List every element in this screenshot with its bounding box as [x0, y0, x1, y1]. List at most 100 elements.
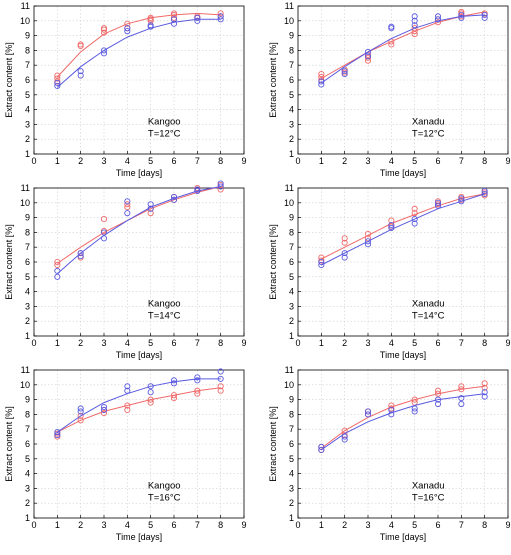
y-axis-label: Extract content [%] [4, 42, 14, 118]
y-tick-label: 1 [25, 513, 30, 523]
data-point-red [411, 25, 418, 32]
y-tick-label: 11 [21, 1, 30, 11]
data-point-blue [364, 53, 372, 60]
data-point-red [341, 239, 348, 246]
data-point-blue [54, 267, 61, 274]
y-tick-label: 10 [284, 380, 294, 390]
y-tick-label: 1 [289, 331, 294, 341]
data-point-blue [364, 411, 372, 418]
x-tick-label: 1 [319, 338, 324, 348]
y-tick-label: 9 [289, 213, 294, 223]
data-point-blue [411, 17, 418, 24]
y-tick-label: 4 [25, 105, 30, 115]
data-point-red [147, 210, 154, 217]
data-point-red [194, 387, 201, 394]
data-point-red [388, 402, 395, 409]
x-tick-label: 7 [459, 338, 464, 348]
data-point-blue [194, 377, 201, 384]
y-tick-label: 6 [289, 75, 294, 85]
temperature-label: T=14°C [412, 310, 445, 321]
x-tick-label: 7 [459, 520, 464, 530]
data-point-blue [170, 20, 178, 27]
data-point-blue [458, 395, 465, 402]
data-point-red [124, 204, 131, 211]
y-tick-label: 1 [289, 513, 294, 523]
data-point-blue [124, 28, 131, 35]
data-point-red [388, 41, 395, 48]
cultivar-label: Kangoo [148, 298, 181, 309]
data-point-blue [318, 446, 325, 453]
y-tick-label: 4 [289, 105, 294, 115]
x-tick-label: 7 [195, 520, 200, 530]
data-point-red [54, 72, 61, 79]
x-tick-label: 8 [218, 156, 223, 166]
data-point-blue [147, 22, 154, 29]
data-point-red [434, 390, 442, 397]
data-point-red [54, 261, 61, 269]
x-axis-label: Time [days] [116, 532, 162, 542]
data-point-blue [481, 14, 488, 21]
data-point-blue [481, 190, 488, 197]
x-tick-label: 7 [195, 338, 200, 348]
data-point-blue [54, 79, 61, 87]
y-tick-label: 9 [25, 395, 30, 405]
data-point-red [54, 258, 61, 266]
data-point-red [434, 19, 442, 26]
data-point-blue [54, 432, 61, 439]
x-tick-label: 2 [342, 156, 347, 166]
x-tick-label: 6 [435, 156, 440, 166]
data-point-blue [194, 14, 201, 21]
x-tick-label: 1 [55, 156, 60, 166]
y-tick-label: 3 [289, 483, 294, 493]
x-tick-label: 8 [482, 156, 487, 166]
data-point-red [124, 402, 131, 409]
data-point-blue [481, 389, 488, 396]
data-point-red [217, 10, 224, 17]
x-axis-label: Time [days] [116, 350, 162, 360]
y-tick-label: 3 [25, 301, 30, 311]
y-tick-label: 9 [289, 395, 294, 405]
data-point-blue [411, 216, 418, 223]
x-tick-label: 3 [101, 520, 106, 530]
y-tick-label: 6 [25, 75, 30, 85]
fit-curve-red [320, 385, 485, 449]
data-point-blue [364, 241, 372, 248]
x-tick-label: 8 [218, 520, 223, 530]
y-tick-label: 4 [289, 287, 294, 297]
x-tick-label: 0 [31, 156, 36, 166]
x-tick-label: 1 [55, 338, 60, 348]
x-tick-label: 2 [78, 156, 83, 166]
data-point-blue [388, 406, 395, 414]
temperature-label: T=16°C [412, 492, 445, 503]
data-point-blue [100, 229, 108, 236]
data-point-blue [341, 254, 348, 261]
data-point-blue [124, 383, 131, 390]
data-point-red [411, 210, 418, 217]
data-point-blue [217, 180, 224, 187]
data-point-blue [54, 273, 61, 280]
y-tick-label: 4 [289, 469, 294, 479]
y-tick-label: 6 [289, 439, 294, 449]
y-tick-label: 8 [25, 227, 30, 237]
data-point-blue [434, 400, 442, 408]
data-point-blue [388, 23, 395, 30]
data-point-blue [170, 16, 178, 23]
fit-curve-red [56, 12, 221, 78]
x-tick-label: 8 [482, 520, 487, 530]
x-tick-label: 3 [101, 156, 106, 166]
data-point-blue [54, 429, 61, 436]
data-point-blue [77, 253, 84, 260]
data-point-blue [458, 198, 465, 205]
data-point-blue [434, 199, 442, 206]
data-point-blue [100, 403, 108, 411]
x-axis-label: Time [days] [380, 168, 426, 178]
x-tick-label: 7 [195, 156, 200, 166]
data-point-red [54, 75, 61, 82]
x-tick-label: 5 [148, 156, 153, 166]
data-point-blue [434, 13, 442, 20]
data-point-blue [100, 50, 108, 57]
y-axis-label: Extract content [%] [268, 42, 278, 118]
